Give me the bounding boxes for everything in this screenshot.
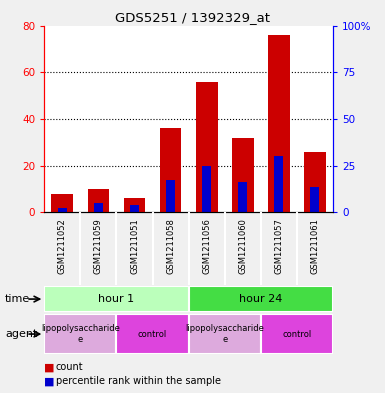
Text: GSM1211057: GSM1211057: [275, 218, 283, 274]
Text: percentile rank within the sample: percentile rank within the sample: [56, 376, 221, 386]
Bar: [202, 165, 211, 212]
Bar: [124, 198, 146, 212]
Bar: [44, 314, 116, 354]
Bar: [310, 187, 320, 212]
Text: lipopolysaccharide
e: lipopolysaccharide e: [41, 324, 120, 344]
Text: hour 1: hour 1: [99, 294, 134, 304]
Bar: [275, 156, 283, 212]
Text: GSM1211059: GSM1211059: [94, 218, 103, 274]
Text: GSM1211060: GSM1211060: [238, 218, 247, 274]
Bar: [116, 314, 189, 354]
Bar: [58, 208, 67, 212]
Text: GSM1211058: GSM1211058: [166, 218, 175, 274]
Bar: [189, 314, 261, 354]
Text: lipopolysaccharide
e: lipopolysaccharide e: [185, 324, 264, 344]
Text: control: control: [138, 330, 167, 338]
Text: GSM1211061: GSM1211061: [310, 218, 320, 274]
Bar: [160, 128, 181, 212]
Bar: [130, 205, 139, 212]
Text: agent: agent: [5, 329, 37, 339]
Text: control: control: [282, 330, 311, 338]
Text: GSM1211051: GSM1211051: [130, 218, 139, 274]
Bar: [166, 180, 175, 212]
Bar: [196, 82, 218, 212]
Bar: [189, 286, 333, 312]
Bar: [304, 152, 326, 212]
Text: GDS5251 / 1392329_at: GDS5251 / 1392329_at: [115, 11, 270, 24]
Text: ■: ■: [44, 376, 55, 386]
Bar: [44, 286, 189, 312]
Text: time: time: [5, 294, 30, 304]
Text: ■: ■: [44, 362, 55, 373]
Text: GSM1211056: GSM1211056: [202, 218, 211, 274]
Bar: [268, 35, 290, 212]
Bar: [88, 189, 109, 212]
Text: GSM1211052: GSM1211052: [58, 218, 67, 274]
Bar: [94, 203, 103, 212]
Bar: [232, 138, 254, 212]
Bar: [238, 182, 247, 212]
Bar: [261, 314, 333, 354]
Bar: [52, 193, 73, 212]
Text: count: count: [56, 362, 84, 373]
Text: hour 24: hour 24: [239, 294, 283, 304]
